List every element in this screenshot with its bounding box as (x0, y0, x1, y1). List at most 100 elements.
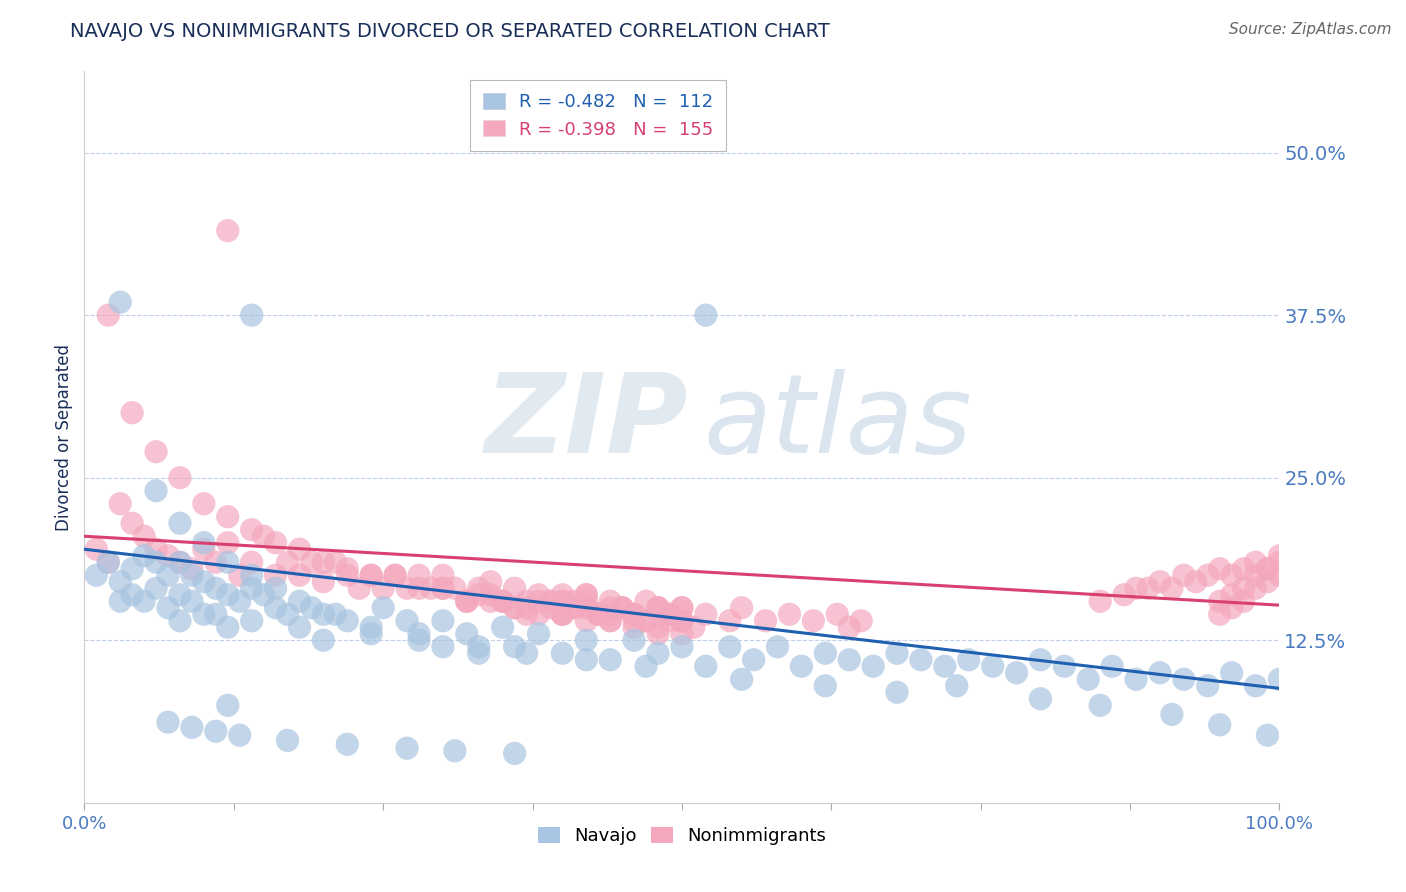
Point (396, 614, 419, 628)
Point (110, 295, 132, 310)
Point (695, 659, 717, 673)
Point (1209, 607, 1232, 622)
Point (575, 588, 598, 602)
Point (564, 594, 586, 608)
Point (599, 653, 621, 667)
Point (755, 614, 778, 628)
Point (1220, 568, 1243, 582)
Point (1114, 588, 1136, 602)
Point (1090, 698, 1112, 713)
Point (408, 633, 430, 648)
Point (636, 594, 658, 608)
Point (121, 516, 143, 531)
Point (240, 555, 263, 569)
Point (145, 555, 167, 569)
Point (360, 568, 382, 582)
Point (1244, 679, 1267, 693)
Point (623, 607, 645, 622)
Point (503, 581, 526, 595)
Point (659, 607, 682, 622)
Point (623, 633, 645, 648)
Point (479, 574, 502, 589)
Point (946, 679, 969, 693)
Point (671, 600, 693, 615)
Point (169, 471, 191, 485)
Point (336, 614, 359, 628)
Point (647, 646, 669, 660)
Point (683, 620, 706, 634)
Point (659, 614, 682, 628)
Point (384, 568, 406, 582)
Point (647, 600, 669, 615)
Point (516, 594, 538, 608)
Point (181, 720, 204, 734)
Point (492, 594, 515, 608)
Point (169, 588, 191, 602)
Point (336, 562, 359, 576)
Point (551, 607, 574, 622)
Point (240, 308, 263, 322)
Point (575, 653, 598, 667)
Point (288, 594, 311, 608)
Point (181, 562, 204, 576)
Point (838, 620, 860, 634)
Point (240, 523, 263, 537)
Point (1005, 665, 1028, 680)
Point (803, 614, 825, 628)
Point (1233, 562, 1256, 576)
Point (564, 600, 586, 615)
Point (551, 646, 574, 660)
Point (432, 640, 454, 654)
Point (121, 406, 143, 420)
Point (1244, 568, 1267, 582)
Point (264, 600, 287, 615)
Point (599, 614, 621, 628)
Point (110, 497, 132, 511)
Point (671, 614, 693, 628)
Point (1220, 600, 1243, 615)
Point (432, 581, 454, 595)
Point (312, 555, 335, 569)
Point (360, 568, 382, 582)
Point (934, 659, 956, 673)
Point (217, 224, 239, 238)
Point (301, 600, 323, 615)
Point (623, 607, 645, 622)
Point (456, 626, 478, 640)
Point (599, 594, 621, 608)
Point (468, 581, 491, 595)
Point (1197, 679, 1219, 693)
Point (205, 581, 228, 595)
Point (551, 588, 574, 602)
Text: Source: ZipAtlas.com: Source: ZipAtlas.com (1229, 22, 1392, 37)
Point (647, 620, 669, 634)
Point (516, 607, 538, 622)
Point (312, 574, 335, 589)
Point (1029, 691, 1052, 706)
Point (325, 555, 347, 569)
Point (312, 607, 335, 622)
Point (157, 549, 180, 563)
Point (503, 747, 526, 761)
Point (718, 614, 741, 628)
Point (779, 607, 801, 622)
Point (671, 600, 693, 615)
Point (205, 724, 228, 739)
Point (1137, 581, 1160, 595)
Point (1077, 673, 1099, 687)
Point (193, 497, 215, 511)
Point (479, 588, 502, 602)
Point (575, 633, 598, 648)
Point (145, 581, 167, 595)
Point (910, 653, 932, 667)
Point (468, 640, 491, 654)
Point (671, 614, 693, 628)
Point (647, 626, 669, 640)
Point (588, 607, 610, 622)
Point (564, 600, 586, 615)
Point (86, 568, 108, 582)
Point (169, 614, 191, 628)
Point (277, 555, 299, 569)
Point (240, 581, 263, 595)
Point (671, 640, 693, 654)
